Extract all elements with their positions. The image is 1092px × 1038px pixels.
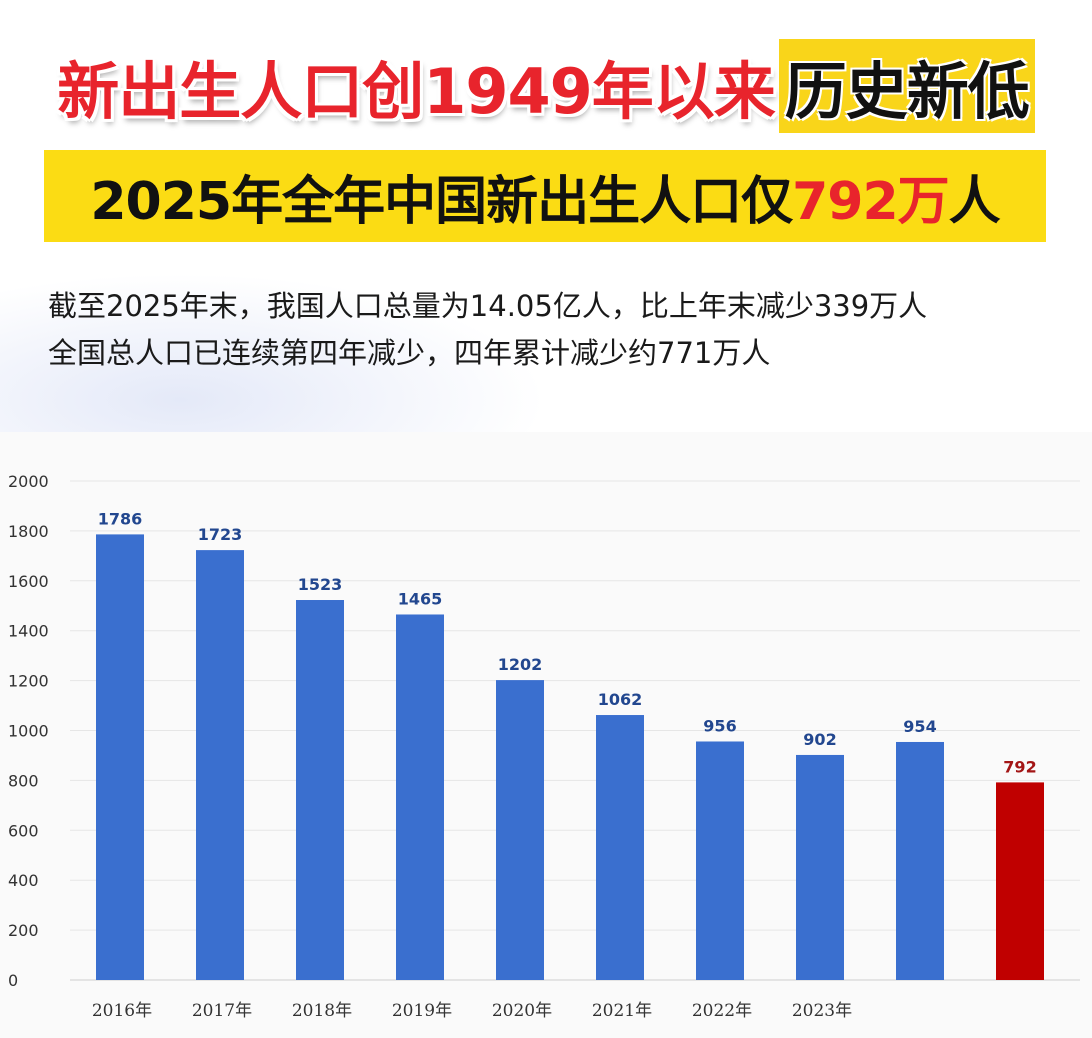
banner-highlight-number: 792万 bbox=[792, 171, 950, 232]
banner-text: 2025年全年中国新出生人口仅 bbox=[90, 171, 793, 232]
data-label: 1723 bbox=[198, 525, 243, 544]
x-tick-label: 2020年 bbox=[492, 1001, 552, 1021]
y-tick-label: 1600 bbox=[8, 572, 49, 591]
bar bbox=[796, 754, 844, 980]
y-tick-label: 1000 bbox=[8, 722, 49, 741]
banner-text-end: 人 bbox=[948, 171, 1001, 232]
y-tick-label: 2000 bbox=[8, 472, 49, 491]
x-tick-label: 2017年 bbox=[192, 1001, 252, 1021]
bar bbox=[696, 741, 744, 980]
headline-red-text: 新出生人口创1949年以来 bbox=[57, 55, 776, 128]
data-label: 954 bbox=[903, 717, 936, 736]
data-label: 902 bbox=[803, 730, 836, 749]
y-tick-label: 0 bbox=[8, 971, 18, 990]
headline-highlight-text: 历史新低 bbox=[778, 39, 1035, 133]
bar bbox=[996, 782, 1044, 980]
bar bbox=[96, 534, 144, 980]
y-tick-label: 1200 bbox=[8, 672, 49, 691]
bar bbox=[596, 715, 644, 980]
x-tick-label: 2018年 bbox=[292, 1001, 352, 1021]
y-tick-label: 400 bbox=[8, 871, 39, 890]
x-tick-label: 2023年 bbox=[792, 1001, 852, 1021]
bar bbox=[196, 550, 244, 980]
data-label: 1465 bbox=[398, 589, 443, 608]
x-tick-label: 2019年 bbox=[392, 1001, 452, 1021]
data-label: 1786 bbox=[98, 509, 143, 528]
data-label: 792 bbox=[1003, 757, 1036, 776]
y-tick-label: 800 bbox=[8, 771, 39, 790]
x-tick-label: 2022年 bbox=[692, 1001, 752, 1021]
y-tick-label: 1400 bbox=[8, 622, 49, 641]
y-tick-label: 1800 bbox=[8, 522, 49, 541]
description-line-1: 截至2025年末，我国人口总量为14.05亿人，比上年末减少339万人 bbox=[48, 289, 928, 323]
y-tick-label: 200 bbox=[8, 921, 39, 940]
data-label: 956 bbox=[703, 716, 736, 735]
x-tick-label: 2016年 bbox=[92, 1001, 152, 1021]
description-line-2: 全国总人口已连续第四年减少，四年累计减少约771万人 bbox=[48, 336, 771, 370]
bar-chart: 0 200 400 600 800 1000 1200 1400 1600 1800 2000 178… bbox=[8, 472, 1080, 1021]
data-label: 1062 bbox=[598, 690, 643, 709]
y-tick-label: 600 bbox=[8, 821, 39, 840]
bar bbox=[396, 614, 444, 980]
data-label: 1202 bbox=[498, 655, 543, 674]
subtitle-banner: 2025年全年中国新出生人口仅 792万人 bbox=[44, 150, 1046, 242]
bar bbox=[296, 600, 344, 980]
x-tick-label: 2021年 bbox=[592, 1001, 652, 1021]
headline: 新出生人口创1949年以来 历史新低 bbox=[0, 38, 1092, 134]
bar bbox=[896, 741, 944, 980]
chart-area: 0 200 400 600 800 1000 1200 1400 1600 1800 2000 178… bbox=[0, 432, 1092, 1038]
bar bbox=[496, 680, 544, 980]
data-label: 1523 bbox=[298, 575, 343, 594]
